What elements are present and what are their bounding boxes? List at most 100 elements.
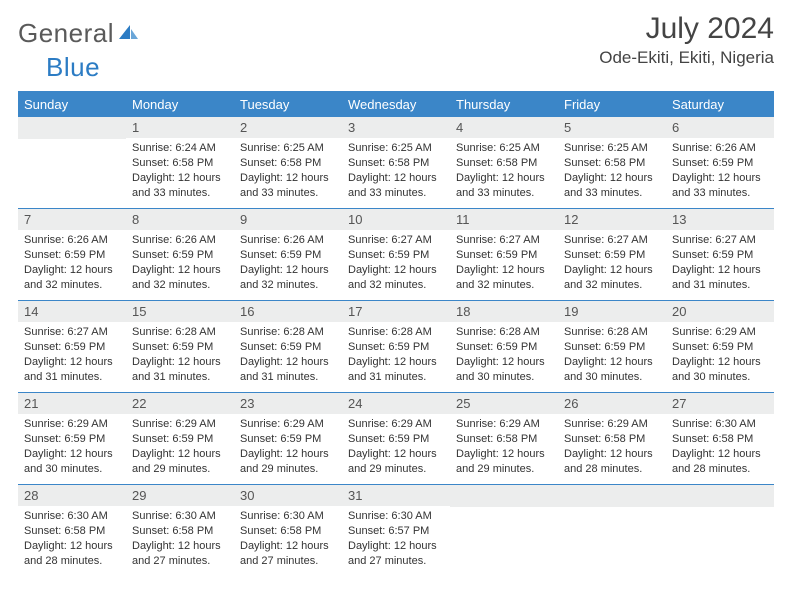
cell-line-daylight1: Daylight: 12 hours bbox=[456, 447, 552, 462]
cell-line-sunrise: Sunrise: 6:30 AM bbox=[672, 417, 768, 432]
cell-line-sunrise: Sunrise: 6:28 AM bbox=[348, 325, 444, 340]
cell-line-sunset: Sunset: 6:59 PM bbox=[132, 432, 228, 447]
calendar-cell: 8Sunrise: 6:26 AMSunset: 6:59 PMDaylight… bbox=[126, 208, 234, 300]
cell-line-daylight2: and 31 minutes. bbox=[348, 370, 444, 385]
cell-line-daylight2: and 32 minutes. bbox=[240, 278, 336, 293]
cell-body: Sunrise: 6:29 AMSunset: 6:59 PMDaylight:… bbox=[18, 414, 126, 480]
month-title: July 2024 bbox=[599, 12, 774, 46]
cell-line-sunset: Sunset: 6:59 PM bbox=[456, 340, 552, 355]
cell-line-sunset: Sunset: 6:58 PM bbox=[456, 432, 552, 447]
day-header: Sunday bbox=[18, 93, 126, 116]
cell-line-daylight1: Daylight: 12 hours bbox=[132, 355, 228, 370]
calendar-cell: 2Sunrise: 6:25 AMSunset: 6:58 PMDaylight… bbox=[234, 116, 342, 208]
cell-line-daylight2: and 27 minutes. bbox=[348, 554, 444, 569]
cell-date: 12 bbox=[558, 209, 666, 230]
cell-line-daylight2: and 33 minutes. bbox=[132, 186, 228, 201]
calendar-cell: 27Sunrise: 6:30 AMSunset: 6:58 PMDayligh… bbox=[666, 392, 774, 484]
cell-line-daylight2: and 29 minutes. bbox=[348, 462, 444, 477]
cell-date: 21 bbox=[18, 393, 126, 414]
calendar-cell bbox=[558, 484, 666, 576]
cell-line-sunset: Sunset: 6:58 PM bbox=[672, 432, 768, 447]
calendar-cell: 30Sunrise: 6:30 AMSunset: 6:58 PMDayligh… bbox=[234, 484, 342, 576]
cell-line-daylight2: and 28 minutes. bbox=[672, 462, 768, 477]
cell-body: Sunrise: 6:24 AMSunset: 6:58 PMDaylight:… bbox=[126, 138, 234, 204]
cell-line-sunrise: Sunrise: 6:27 AM bbox=[564, 233, 660, 248]
day-header: Tuesday bbox=[234, 93, 342, 116]
calendar-cell: 7Sunrise: 6:26 AMSunset: 6:59 PMDaylight… bbox=[18, 208, 126, 300]
cell-line-sunrise: Sunrise: 6:29 AM bbox=[564, 417, 660, 432]
cell-line-sunrise: Sunrise: 6:27 AM bbox=[456, 233, 552, 248]
cell-line-daylight1: Daylight: 12 hours bbox=[564, 447, 660, 462]
cell-line-daylight1: Daylight: 12 hours bbox=[564, 355, 660, 370]
cell-line-daylight1: Daylight: 12 hours bbox=[348, 355, 444, 370]
cell-date: 6 bbox=[666, 117, 774, 138]
cell-line-daylight1: Daylight: 12 hours bbox=[456, 171, 552, 186]
cell-date bbox=[558, 485, 666, 507]
cell-line-sunset: Sunset: 6:59 PM bbox=[24, 340, 120, 355]
cell-body: Sunrise: 6:29 AMSunset: 6:58 PMDaylight:… bbox=[558, 414, 666, 480]
cell-line-sunset: Sunset: 6:58 PM bbox=[132, 156, 228, 171]
cell-line-sunrise: Sunrise: 6:30 AM bbox=[132, 509, 228, 524]
cell-line-sunrise: Sunrise: 6:27 AM bbox=[348, 233, 444, 248]
cell-line-daylight2: and 33 minutes. bbox=[348, 186, 444, 201]
cell-date bbox=[18, 117, 126, 139]
cell-line-daylight2: and 30 minutes. bbox=[564, 370, 660, 385]
cell-line-sunset: Sunset: 6:59 PM bbox=[240, 432, 336, 447]
cell-line-daylight1: Daylight: 12 hours bbox=[132, 171, 228, 186]
cell-line-daylight1: Daylight: 12 hours bbox=[24, 355, 120, 370]
day-header: Friday bbox=[558, 93, 666, 116]
cell-line-daylight1: Daylight: 12 hours bbox=[456, 263, 552, 278]
cell-line-sunset: Sunset: 6:58 PM bbox=[564, 432, 660, 447]
calendar-cell: 11Sunrise: 6:27 AMSunset: 6:59 PMDayligh… bbox=[450, 208, 558, 300]
cell-line-sunrise: Sunrise: 6:28 AM bbox=[132, 325, 228, 340]
cell-line-sunrise: Sunrise: 6:24 AM bbox=[132, 141, 228, 156]
cell-line-sunset: Sunset: 6:58 PM bbox=[24, 524, 120, 539]
calendar-cell bbox=[450, 484, 558, 576]
cell-date: 1 bbox=[126, 117, 234, 138]
cell-line-daylight2: and 27 minutes. bbox=[132, 554, 228, 569]
cell-body: Sunrise: 6:27 AMSunset: 6:59 PMDaylight:… bbox=[18, 322, 126, 388]
cell-body: Sunrise: 6:28 AMSunset: 6:59 PMDaylight:… bbox=[558, 322, 666, 388]
cell-line-daylight1: Daylight: 12 hours bbox=[456, 355, 552, 370]
cell-line-daylight1: Daylight: 12 hours bbox=[672, 447, 768, 462]
day-header: Thursday bbox=[450, 93, 558, 116]
cell-date: 30 bbox=[234, 485, 342, 506]
logo-sail-icon bbox=[118, 23, 140, 41]
cell-line-daylight1: Daylight: 12 hours bbox=[240, 171, 336, 186]
cell-line-sunset: Sunset: 6:59 PM bbox=[240, 340, 336, 355]
cell-line-daylight1: Daylight: 12 hours bbox=[348, 263, 444, 278]
cell-date: 10 bbox=[342, 209, 450, 230]
cell-body: Sunrise: 6:25 AMSunset: 6:58 PMDaylight:… bbox=[558, 138, 666, 204]
cell-line-sunrise: Sunrise: 6:28 AM bbox=[564, 325, 660, 340]
cell-line-daylight2: and 28 minutes. bbox=[564, 462, 660, 477]
calendar-cell: 15Sunrise: 6:28 AMSunset: 6:59 PMDayligh… bbox=[126, 300, 234, 392]
cell-line-sunset: Sunset: 6:58 PM bbox=[240, 524, 336, 539]
cell-body: Sunrise: 6:29 AMSunset: 6:59 PMDaylight:… bbox=[342, 414, 450, 480]
calendar-cell: 28Sunrise: 6:30 AMSunset: 6:58 PMDayligh… bbox=[18, 484, 126, 576]
cell-date: 2 bbox=[234, 117, 342, 138]
calendar-cell: 1Sunrise: 6:24 AMSunset: 6:58 PMDaylight… bbox=[126, 116, 234, 208]
cell-date: 22 bbox=[126, 393, 234, 414]
calendar-cell: 23Sunrise: 6:29 AMSunset: 6:59 PMDayligh… bbox=[234, 392, 342, 484]
cell-line-sunset: Sunset: 6:58 PM bbox=[348, 156, 444, 171]
cell-line-daylight2: and 31 minutes. bbox=[132, 370, 228, 385]
title-block: July 2024 Ode-Ekiti, Ekiti, Nigeria bbox=[599, 12, 774, 68]
cell-line-daylight1: Daylight: 12 hours bbox=[672, 263, 768, 278]
calendar-cell: 12Sunrise: 6:27 AMSunset: 6:59 PMDayligh… bbox=[558, 208, 666, 300]
cell-date: 26 bbox=[558, 393, 666, 414]
cell-date: 18 bbox=[450, 301, 558, 322]
cell-line-daylight1: Daylight: 12 hours bbox=[240, 355, 336, 370]
cell-line-sunrise: Sunrise: 6:29 AM bbox=[672, 325, 768, 340]
cell-line-daylight2: and 29 minutes. bbox=[132, 462, 228, 477]
cell-body: Sunrise: 6:30 AMSunset: 6:58 PMDaylight:… bbox=[666, 414, 774, 480]
calendar-cell: 31Sunrise: 6:30 AMSunset: 6:57 PMDayligh… bbox=[342, 484, 450, 576]
cell-line-daylight1: Daylight: 12 hours bbox=[132, 263, 228, 278]
cell-body: Sunrise: 6:26 AMSunset: 6:59 PMDaylight:… bbox=[234, 230, 342, 296]
logo: General bbox=[18, 18, 142, 49]
cell-date: 5 bbox=[558, 117, 666, 138]
calendar-cell: 18Sunrise: 6:28 AMSunset: 6:59 PMDayligh… bbox=[450, 300, 558, 392]
cell-line-daylight1: Daylight: 12 hours bbox=[564, 171, 660, 186]
cell-body: Sunrise: 6:29 AMSunset: 6:58 PMDaylight:… bbox=[450, 414, 558, 480]
cell-date bbox=[666, 485, 774, 507]
day-header: Saturday bbox=[666, 93, 774, 116]
